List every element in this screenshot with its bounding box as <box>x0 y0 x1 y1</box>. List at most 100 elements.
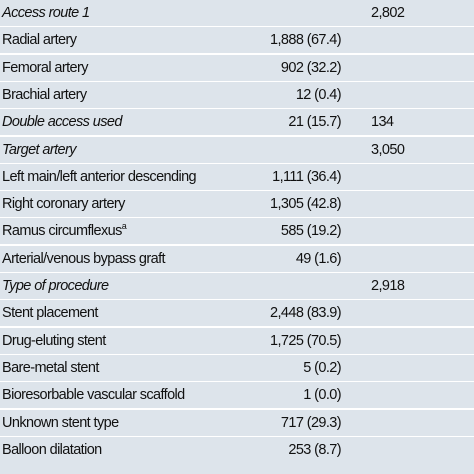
total-cell <box>365 218 474 245</box>
value: 1 (0.0) <box>303 387 341 404</box>
value-cell: 717 (29.3) <box>228 409 363 436</box>
value-cell: 253 (8.7) <box>228 436 363 463</box>
value-cell: 2,448 (83.9) <box>228 300 363 327</box>
table-row: Access route 1 2,802 <box>0 0 474 26</box>
row-label: Stent placement <box>2 305 98 322</box>
value: 2,448 (83.9) <box>270 305 342 322</box>
value-cell: 5 (0.2) <box>228 354 363 381</box>
total-cell <box>365 163 474 190</box>
value: 1,888 (67.4) <box>270 32 342 49</box>
table-row: Brachial artery 12 (0.4) <box>0 81 474 108</box>
table-row: Right coronary artery 1,305 (42.8) <box>0 191 474 218</box>
total-cell: 134 <box>365 109 474 136</box>
total: 2,802 <box>371 5 405 21</box>
table-row: Type of procedure 2,918 <box>0 273 474 299</box>
row-label-cell: Brachial artery <box>0 81 226 108</box>
value: 1,111 (36.4) <box>272 168 341 185</box>
total: 2,918 <box>371 278 405 294</box>
row-label: Drug-eluting stent <box>2 332 106 349</box>
row-label-cell: Ramus circumflexusa <box>0 218 226 245</box>
total-cell <box>365 436 474 463</box>
row-label: Double access used <box>2 114 122 131</box>
total-cell <box>365 382 474 409</box>
total-cell <box>365 54 474 81</box>
row-label-cell: Double access used <box>0 109 226 136</box>
row-label: Ramus circumflexus <box>2 223 122 240</box>
row-label-cell: Drug-eluting stent <box>0 327 226 354</box>
value: 717 (29.3) <box>280 414 342 431</box>
table-row: Bare-metal stent 5 (0.2) <box>0 354 474 381</box>
value-cell: 12 (0.4) <box>228 81 363 108</box>
row-label-cell: Access route 1 <box>0 0 226 26</box>
table-row: Drug-eluting stent 1,725 (70.5) <box>0 327 474 354</box>
cell <box>0 463 226 474</box>
value-cell <box>228 136 363 163</box>
total-cell <box>365 191 474 218</box>
table-row: Left main/left anterior descending 1,111 … <box>0 163 474 190</box>
row-label-cell: Bioresorbable vascular scaffold <box>0 382 226 409</box>
row-label: Access route 1 <box>2 5 90 21</box>
value: 21 (15.7) <box>288 114 341 131</box>
value-cell: 1,305 (42.8) <box>228 191 363 218</box>
footnote-marker: a <box>121 221 127 232</box>
total: 3,050 <box>371 141 405 158</box>
total-cell <box>365 327 474 354</box>
total-cell: 2,802 <box>365 0 474 26</box>
row-label-cell: Right coronary artery <box>0 191 226 218</box>
row-label: Brachial artery <box>2 86 87 103</box>
value-cell: 902 (32.2) <box>228 54 363 81</box>
row-label-cell: Radial artery <box>0 27 226 54</box>
value-cell: 1,725 (70.5) <box>228 327 363 354</box>
table-row: Double access used 21 (15.7) 134 <box>0 109 474 136</box>
row-label-cell: Arterial/venous bypass graft <box>0 245 226 272</box>
row-label-cell: Left main/left anterior descending <box>0 163 226 190</box>
table-row: Stent placement 2,448 (83.9) <box>0 300 474 327</box>
value: 1,305 (42.8) <box>270 196 342 213</box>
value-cell: 585 (19.2) <box>228 218 363 245</box>
total-cell: 3,050 <box>365 136 474 163</box>
table-row: Arterial/venous bypass graft 49 (1.6) <box>0 245 474 272</box>
table-row: Target artery 3,050 <box>0 136 474 163</box>
value: 5 (0.2) <box>303 359 341 376</box>
cell <box>365 463 474 474</box>
cut-row <box>0 463 474 474</box>
row-label-cell: Bare-metal stent <box>0 354 226 381</box>
row-label: Type of procedure <box>2 278 109 294</box>
total-cell <box>365 81 474 108</box>
value-cell: 49 (1.6) <box>228 245 363 272</box>
row-label: Radial artery <box>2 32 77 49</box>
table-row: Unknown stent type 717 (29.3) <box>0 409 474 436</box>
row-label: Bare-metal stent <box>2 359 99 376</box>
value-cell: 1,888 (67.4) <box>228 27 363 54</box>
row-label-cell: Stent placement <box>0 300 226 327</box>
value-cell <box>228 273 363 299</box>
row-label: Unknown stent type <box>2 414 119 431</box>
table-row: Bioresorbable vascular scaffold 1 (0.0) <box>0 382 474 409</box>
value: 12 (0.4) <box>295 86 342 103</box>
total-cell <box>365 409 474 436</box>
row-label-cell: Target artery <box>0 136 226 163</box>
row-label: Right coronary artery <box>2 196 125 213</box>
total-cell <box>365 245 474 272</box>
value-cell: 1 (0.0) <box>228 382 363 409</box>
row-label: Arterial/venous bypass graft <box>2 250 166 267</box>
table-row: Balloon dilatation 253 (8.7) <box>0 436 474 463</box>
row-label: Bioresorbable vascular scaffold <box>2 387 185 404</box>
value: 902 (32.2) <box>280 59 342 76</box>
total-cell <box>365 27 474 54</box>
table-row: Femoral artery 902 (32.2) <box>0 54 474 81</box>
row-label-cell: Unknown stent type <box>0 409 226 436</box>
cell <box>228 463 363 474</box>
row-label-cell: Balloon dilatation <box>0 436 226 463</box>
value: 585 (19.2) <box>280 223 342 240</box>
row-label-cell: Type of procedure <box>0 273 226 299</box>
row-label: Target artery <box>2 141 76 158</box>
table-row: Ramus circumflexusa 585 (19.2) <box>0 218 474 245</box>
value-cell: 21 (15.7) <box>228 109 363 136</box>
total-cell <box>365 354 474 381</box>
value: 49 (1.6) <box>295 250 342 267</box>
value: 1,725 (70.5) <box>270 332 342 349</box>
row-label: Left main/left anterior descending <box>2 168 197 185</box>
row-label-cell: Femoral artery <box>0 54 226 81</box>
